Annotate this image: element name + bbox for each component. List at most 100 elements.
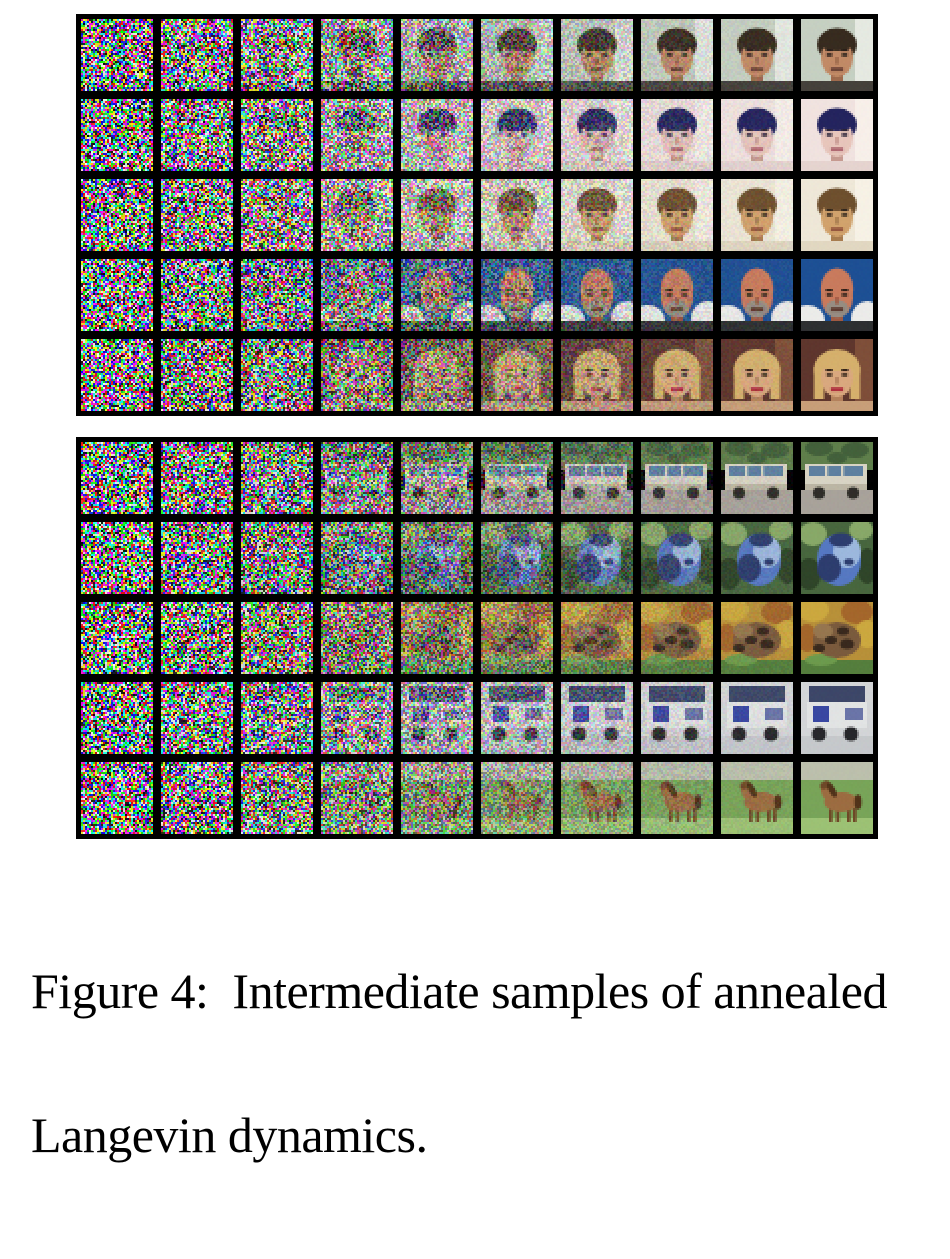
sample-cell-celeba-faces-r1-c2	[161, 19, 233, 91]
sample-cell-celeba-faces-r3-c2	[161, 179, 233, 251]
sample-cell-celeba-faces-r3-c10	[801, 179, 873, 251]
sample-cell-cifar10-objects-r2-c4	[321, 522, 393, 594]
sample-cell-cifar10-objects-r5-c2	[161, 762, 233, 834]
sample-cell-cifar10-objects-r1-c7	[561, 442, 633, 514]
sample-cell-celeba-faces-r5-c4	[321, 339, 393, 411]
sample-cell-cifar10-objects-r1-c9	[721, 442, 793, 514]
sample-cell-cifar10-objects-r3-c10	[801, 602, 873, 674]
sample-cell-cifar10-objects-r5-c6	[481, 762, 553, 834]
sample-cell-celeba-faces-r3-c8	[641, 179, 713, 251]
sample-cell-celeba-faces-r3-c1	[81, 179, 153, 251]
sample-cell-celeba-faces-r1-c8	[641, 19, 713, 91]
sample-cell-celeba-faces-r4-c2	[161, 259, 233, 331]
sample-cell-celeba-faces-r1-c6	[481, 19, 553, 91]
sample-cell-celeba-faces-r5-c1	[81, 339, 153, 411]
sample-cell-cifar10-objects-r2-c7	[561, 522, 633, 594]
sample-cell-celeba-faces-r5-c9	[721, 339, 793, 411]
sample-cell-celeba-faces-r1-c4	[321, 19, 393, 91]
sample-cell-celeba-faces-r2-c1	[81, 99, 153, 171]
sample-cell-cifar10-objects-r4-c3	[241, 682, 313, 754]
sample-cell-celeba-faces-r5-c2	[161, 339, 233, 411]
sample-cell-cifar10-objects-r1-c10	[801, 442, 873, 514]
sample-cell-celeba-faces-r4-c6	[481, 259, 553, 331]
sample-cell-celeba-faces-r1-c7	[561, 19, 633, 91]
sample-cell-celeba-faces-r2-c5	[401, 99, 473, 171]
sample-cell-celeba-faces-r3-c3	[241, 179, 313, 251]
sample-cell-celeba-faces-r1-c5	[401, 19, 473, 91]
sample-cell-cifar10-objects-r4-c4	[321, 682, 393, 754]
sample-cell-cifar10-objects-r5-c4	[321, 762, 393, 834]
sample-cell-celeba-faces-r5-c10	[801, 339, 873, 411]
sample-cell-celeba-faces-r4-c10	[801, 259, 873, 331]
sample-cell-cifar10-objects-r2-c6	[481, 522, 553, 594]
sample-cell-cifar10-objects-r4-c1	[81, 682, 153, 754]
sample-cell-celeba-faces-r4-c1	[81, 259, 153, 331]
sample-cell-cifar10-objects-r1-c5	[401, 442, 473, 514]
sample-cell-celeba-faces-r4-c5	[401, 259, 473, 331]
sample-cell-cifar10-objects-r1-c3	[241, 442, 313, 514]
sample-cell-celeba-faces-r2-c6	[481, 99, 553, 171]
sample-cell-celeba-faces-r2-c9	[721, 99, 793, 171]
sample-cell-celeba-faces-r1-c3	[241, 19, 313, 91]
sample-cell-cifar10-objects-r1-c2	[161, 442, 233, 514]
sample-cell-celeba-faces-r5-c7	[561, 339, 633, 411]
sample-cell-celeba-faces-r5-c3	[241, 339, 313, 411]
sample-cell-celeba-faces-r3-c6	[481, 179, 553, 251]
sample-cell-cifar10-objects-r5-c7	[561, 762, 633, 834]
sample-cell-celeba-faces-r2-c7	[561, 99, 633, 171]
sample-cell-cifar10-objects-r4-c10	[801, 682, 873, 754]
sample-cell-cifar10-objects-r2-c3	[241, 522, 313, 594]
sample-cell-cifar10-objects-r3-c3	[241, 602, 313, 674]
sample-cell-cifar10-objects-r1-c8	[641, 442, 713, 514]
sample-cell-cifar10-objects-r2-c8	[641, 522, 713, 594]
sample-cell-celeba-faces-r4-c9	[721, 259, 793, 331]
sample-cell-celeba-faces-r3-c4	[321, 179, 393, 251]
sample-cell-celeba-faces-r5-c8	[641, 339, 713, 411]
sample-cell-celeba-faces-r4-c3	[241, 259, 313, 331]
sample-cell-celeba-faces-r2-c2	[161, 99, 233, 171]
sample-cell-celeba-faces-r4-c7	[561, 259, 633, 331]
sample-cell-celeba-faces-r1-c10	[801, 19, 873, 91]
sample-cell-cifar10-objects-r4-c5	[401, 682, 473, 754]
sample-cell-cifar10-objects-r2-c1	[81, 522, 153, 594]
sample-cell-cifar10-objects-r3-c9	[721, 602, 793, 674]
sample-cell-cifar10-objects-r4-c2	[161, 682, 233, 754]
sample-cell-cifar10-objects-r5-c1	[81, 762, 153, 834]
sample-cell-cifar10-objects-r1-c4	[321, 442, 393, 514]
sample-cell-celeba-faces-r5-c6	[481, 339, 553, 411]
sample-cell-cifar10-objects-r4-c8	[641, 682, 713, 754]
cifar10-sample-grid	[76, 437, 878, 839]
celeba-sample-grid	[76, 14, 878, 416]
sample-cell-cifar10-objects-r2-c2	[161, 522, 233, 594]
sample-cell-cifar10-objects-r1-c1	[81, 442, 153, 514]
sample-cell-cifar10-objects-r3-c4	[321, 602, 393, 674]
sample-cell-celeba-faces-r4-c8	[641, 259, 713, 331]
sample-cell-celeba-faces-r3-c5	[401, 179, 473, 251]
sample-cell-cifar10-objects-r4-c6	[481, 682, 553, 754]
sample-cell-celeba-faces-r2-c3	[241, 99, 313, 171]
sample-cell-celeba-faces-r3-c7	[561, 179, 633, 251]
sample-cell-cifar10-objects-r4-c7	[561, 682, 633, 754]
sample-cell-cifar10-objects-r3-c2	[161, 602, 233, 674]
sample-cell-cifar10-objects-r1-c6	[481, 442, 553, 514]
sample-cell-cifar10-objects-r3-c6	[481, 602, 553, 674]
figure-4-intermediate-samples: Figure 4: Intermediate samples of anneal…	[0, 14, 950, 1255]
sample-cell-celeba-faces-r2-c8	[641, 99, 713, 171]
sample-cell-cifar10-objects-r5-c5	[401, 762, 473, 834]
sample-cell-cifar10-objects-r3-c7	[561, 602, 633, 674]
sample-cell-cifar10-objects-r5-c8	[641, 762, 713, 834]
caption-line-2: Langevin dynamics.	[31, 1107, 428, 1163]
sample-cell-celeba-faces-r4-c4	[321, 259, 393, 331]
sample-cell-cifar10-objects-r2-c10	[801, 522, 873, 594]
sample-cell-celeba-faces-r1-c9	[721, 19, 793, 91]
sample-cell-cifar10-objects-r3-c8	[641, 602, 713, 674]
sample-cell-celeba-faces-r5-c5	[401, 339, 473, 411]
sample-cell-cifar10-objects-r3-c1	[81, 602, 153, 674]
sample-cell-cifar10-objects-r2-c9	[721, 522, 793, 594]
sample-cell-cifar10-objects-r5-c10	[801, 762, 873, 834]
sample-cell-celeba-faces-r1-c1	[81, 19, 153, 91]
sample-cell-celeba-faces-r3-c9	[721, 179, 793, 251]
figure-caption: Figure 4: Intermediate samples of anneal…	[31, 871, 950, 1255]
sample-cell-cifar10-objects-r4-c9	[721, 682, 793, 754]
sample-cell-cifar10-objects-r2-c5	[401, 522, 473, 594]
